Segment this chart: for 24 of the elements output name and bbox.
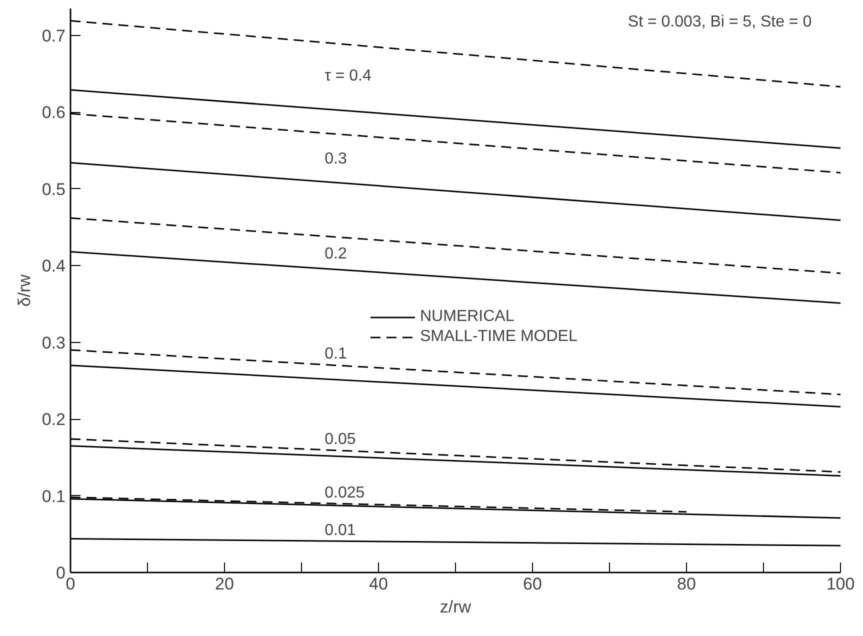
y-tick-label: 0.5	[42, 180, 66, 199]
annotation: 0.05	[324, 430, 356, 448]
x-tick-label: 40	[369, 574, 388, 594]
annotation: 0.01	[324, 522, 356, 540]
annotation: 0.3	[324, 150, 347, 168]
y-axis-title: δ/rw	[14, 274, 34, 307]
x-tick-label: 20	[215, 574, 234, 594]
y-tick-label: 0.3	[42, 333, 66, 352]
x-tick-label: 100	[826, 574, 855, 594]
x-tick-label: 60	[523, 574, 542, 594]
legend-label: SMALL-TIME MODEL	[420, 328, 578, 346]
x-axis-title: z/rw	[440, 598, 472, 616]
annotation: 0.1	[324, 346, 347, 363]
y-tick-label: 0.6	[42, 103, 66, 122]
annotation: St = 0.003, Bi = 5, Ste = 0	[628, 14, 812, 30]
annotation: τ = 0.4	[324, 67, 372, 84]
legend-label: NUMERICAL	[420, 308, 514, 326]
annotation: 0.2	[324, 245, 347, 262]
y-tick-label: 0.1	[42, 486, 66, 506]
y-tick-label: 0.7	[42, 26, 66, 46]
x-tick-label: 80	[677, 574, 696, 594]
y-tick-label: 0.2	[42, 410, 66, 430]
annotation: 0.025	[324, 484, 365, 502]
y-tick-label: 0.4	[42, 256, 66, 276]
